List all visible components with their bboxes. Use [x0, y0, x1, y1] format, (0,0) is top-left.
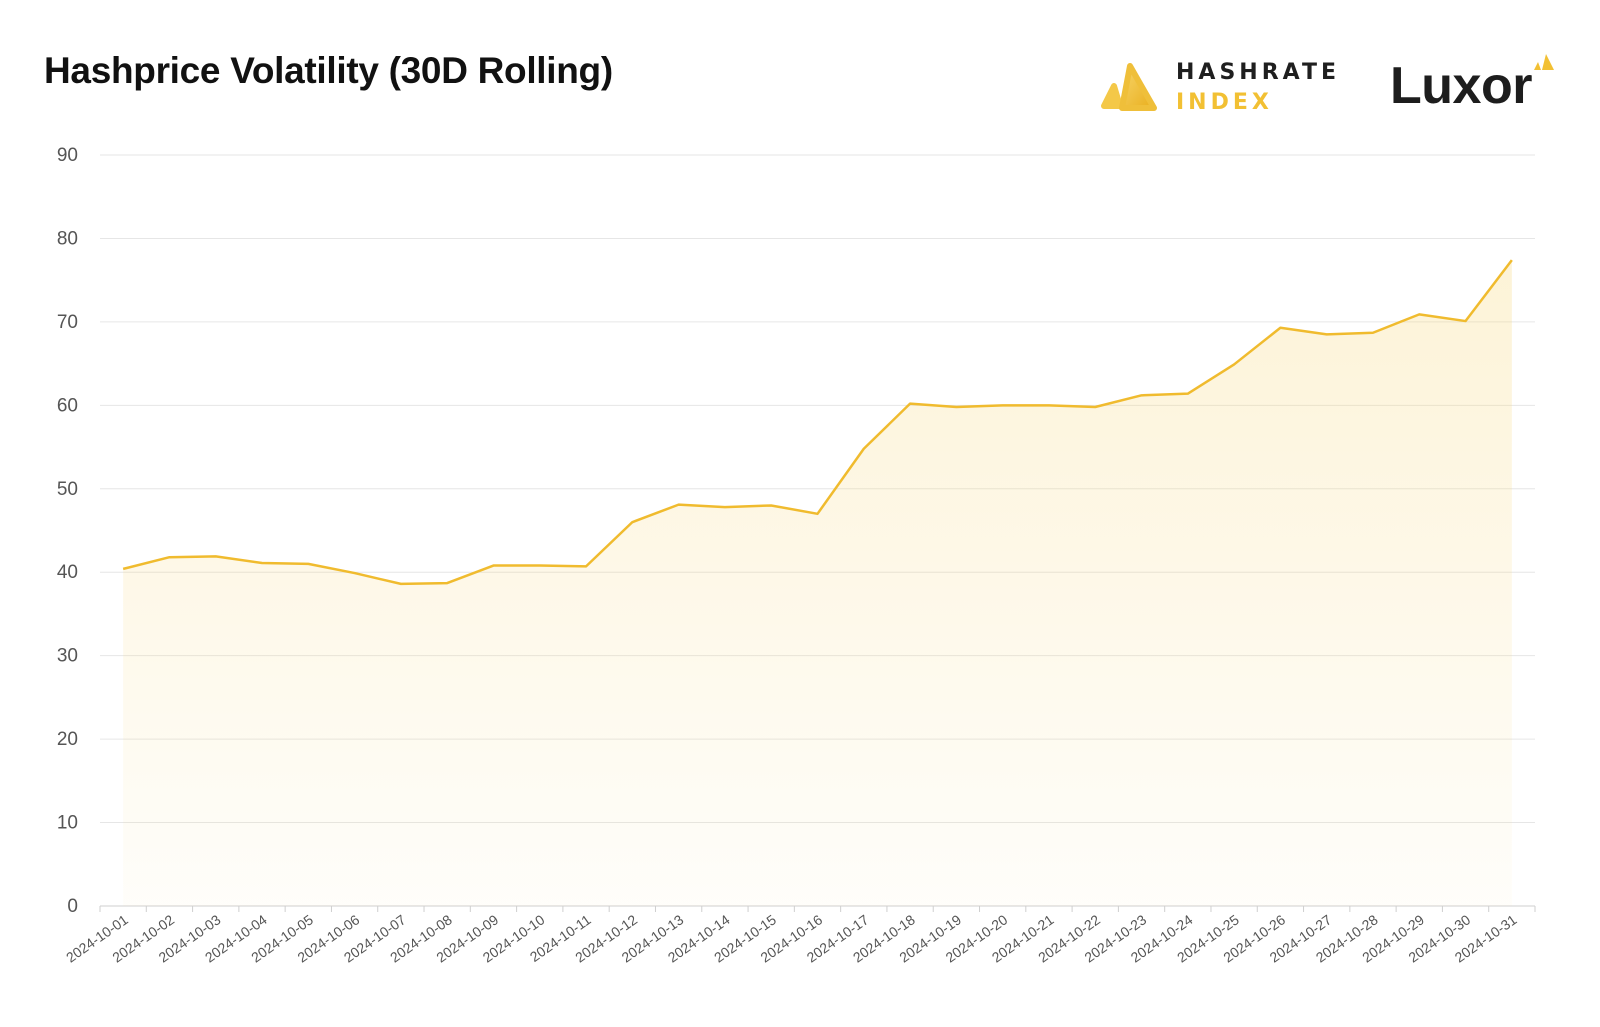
y-tick-label: 70 — [57, 312, 78, 333]
y-tick-label: 50 — [57, 479, 78, 500]
y-tick-label: 30 — [57, 646, 78, 667]
series-line — [122, 259, 1513, 586]
luxor-triangle-icon — [1534, 54, 1554, 70]
index-label: INDEX — [1176, 90, 1273, 115]
y-tick-label: 90 — [57, 145, 78, 166]
y-tick-label: 0 — [67, 896, 78, 917]
luxor-logo: Luxor — [1390, 52, 1560, 122]
y-tick-label: 20 — [57, 729, 78, 750]
luxor-wordmark: Luxor — [1390, 57, 1532, 115]
hashrate-label: HASHRATE — [1176, 60, 1340, 85]
hashrate-index-logo: HASHRATE INDEX — [1100, 58, 1340, 120]
y-tick-label: 10 — [57, 813, 78, 834]
y-tick-label: 40 — [57, 562, 78, 583]
hashrate-index-icon — [1101, 63, 1157, 111]
y-tick-label: 80 — [57, 228, 78, 249]
series-area — [123, 260, 1512, 906]
chart-title: Hashprice Volatility (30D Rolling) — [44, 50, 613, 91]
y-tick-label: 60 — [57, 395, 78, 416]
